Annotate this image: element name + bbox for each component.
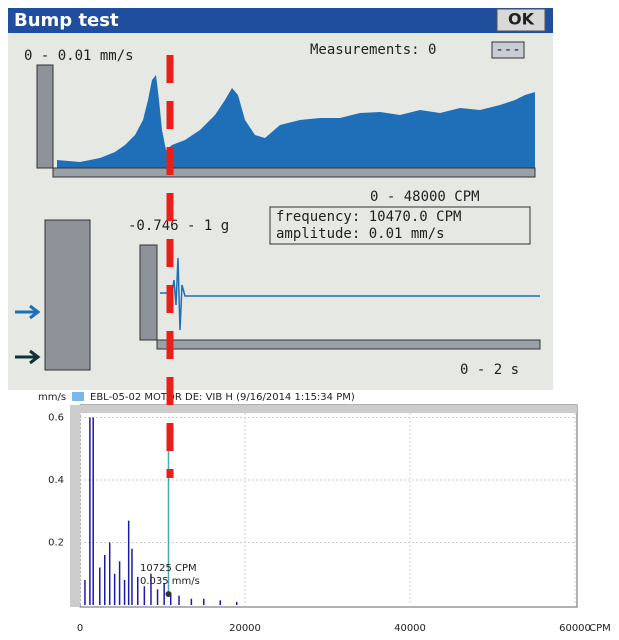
cursor-y-label: 0.035 mm/s xyxy=(140,576,200,587)
plot-strip xyxy=(80,405,577,413)
x-tick-label: 20000 xyxy=(229,623,261,634)
file-icon xyxy=(72,392,84,401)
y-axis-label: mm/s xyxy=(38,392,66,403)
plot-strip xyxy=(70,405,80,607)
x-axis-label: CPM xyxy=(589,623,611,634)
screenshot: Bump test OK 0 - 0.01 mm/s Measurements:… xyxy=(0,0,619,636)
cursor-frequency: frequency: 10470.0 CPM xyxy=(276,209,461,225)
menu-label: --- xyxy=(495,42,520,58)
cursor-point xyxy=(165,591,171,597)
spectrum-range: 0 - 0.01 mm/s xyxy=(24,48,134,64)
frequency-range: 0 - 48000 CPM xyxy=(370,189,480,205)
cursor-amplitude: amplitude: 0.01 mm/s xyxy=(276,226,445,242)
chart-title: EBL-05-02 MOTOR DE: VIB H (9/16/2014 1:1… xyxy=(90,392,355,403)
level-bar xyxy=(37,65,53,168)
waveform-range: -0.746 - 1 g xyxy=(128,218,229,234)
page: { "device": { "title": "Bump test", "ok_… xyxy=(0,0,619,636)
ok-label: OK xyxy=(508,10,535,29)
y-tick-label: 0.4 xyxy=(48,475,64,486)
y-tick-label: 0.6 xyxy=(48,413,64,424)
time-range: 0 - 2 s xyxy=(460,362,519,378)
spectrum-axis xyxy=(53,168,535,177)
cursor-x-label: 10725 CPM xyxy=(140,563,197,574)
x-tick-label: 60000 xyxy=(559,623,591,634)
x-tick-label: 0 xyxy=(77,623,83,634)
waveform-axis xyxy=(157,340,540,349)
y-tick-label: 0.2 xyxy=(48,538,64,549)
device-title: Bump test xyxy=(14,10,119,31)
x-tick-label: 40000 xyxy=(394,623,426,634)
measurements: Measurements: 0 xyxy=(310,42,436,58)
level-bar xyxy=(140,245,157,340)
level-bar xyxy=(45,220,90,370)
